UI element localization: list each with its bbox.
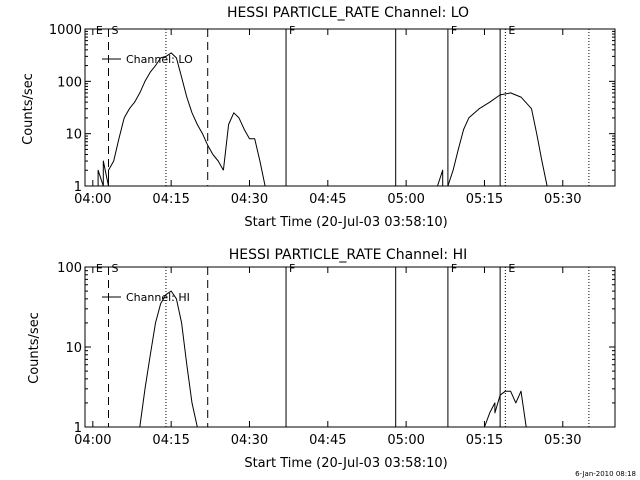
x-tick-label: 05:00 (387, 433, 424, 448)
marker-label: E (508, 262, 515, 275)
x-tick-label: 05:15 (466, 433, 503, 448)
marker-label: E (96, 24, 103, 37)
marker-label: F (289, 24, 295, 37)
date-stamp: 6-Jan-2010 08:18 (575, 470, 636, 478)
chart-title-hi: HESSI PARTICLE_RATE Channel: HI (229, 247, 467, 263)
x-tick-label: 05:00 (387, 192, 424, 207)
x-tick-label: 04:45 (309, 192, 346, 207)
marker-label: E (96, 262, 103, 275)
x-axis-label-hi: Start Time (20-Jul-03 03:58:10) (244, 456, 447, 471)
marker-label: S (111, 262, 118, 275)
x-tick-label: 04:15 (152, 192, 189, 207)
marker-label: E (508, 24, 515, 37)
panel-lo: HESSI PARTICLE_RATE Channel: LO E S F F E04:… (21, 5, 616, 230)
series-line (97, 52, 224, 187)
y-tick-label: 1 (74, 180, 82, 195)
y-tick-label: 100 (57, 261, 82, 276)
series-line (437, 92, 548, 187)
x-tick-label: 04:30 (231, 433, 268, 448)
y-tick-label: 10 (65, 341, 82, 356)
x-tick-label: 04:30 (231, 192, 268, 207)
x-axis-label-lo: Start Time (20-Jul-03 03:58:10) (244, 215, 447, 230)
series-line (222, 112, 266, 187)
x-tick-label: 05:15 (466, 192, 503, 207)
marker-label: F (451, 262, 457, 275)
y-tick-label: 1000 (49, 23, 82, 38)
x-tick-label: 04:00 (74, 433, 111, 448)
marker-label: S (111, 24, 118, 37)
marker-label: F (289, 262, 295, 275)
chart-title-lo: HESSI PARTICLE_RATE Channel: LO (227, 5, 469, 21)
x-tick-label: 05:30 (544, 192, 581, 207)
x-tick-label: 04:15 (152, 433, 189, 448)
x-tick-label: 04:00 (74, 192, 111, 207)
panel-hi: HESSI PARTICLE_RATE Channel: HI E S F F E04:… (27, 247, 616, 471)
y-axis-label-hi: Counts/sec (27, 312, 42, 384)
y-tick-label: 1 (74, 421, 82, 436)
series-line (139, 290, 198, 428)
plot-frame (84, 28, 616, 187)
legend-label: Channel: LO (126, 53, 193, 66)
x-tick-label: 04:45 (309, 433, 346, 448)
x-tick-label: 05:30 (544, 433, 581, 448)
y-tick-label: 10 (65, 128, 82, 143)
series-line (484, 390, 527, 428)
marker-label: F (451, 24, 457, 37)
y-axis-label-lo: Counts/sec (21, 73, 36, 145)
legend-label: Channel: HI (126, 291, 190, 304)
y-tick-label: 100 (57, 75, 82, 90)
